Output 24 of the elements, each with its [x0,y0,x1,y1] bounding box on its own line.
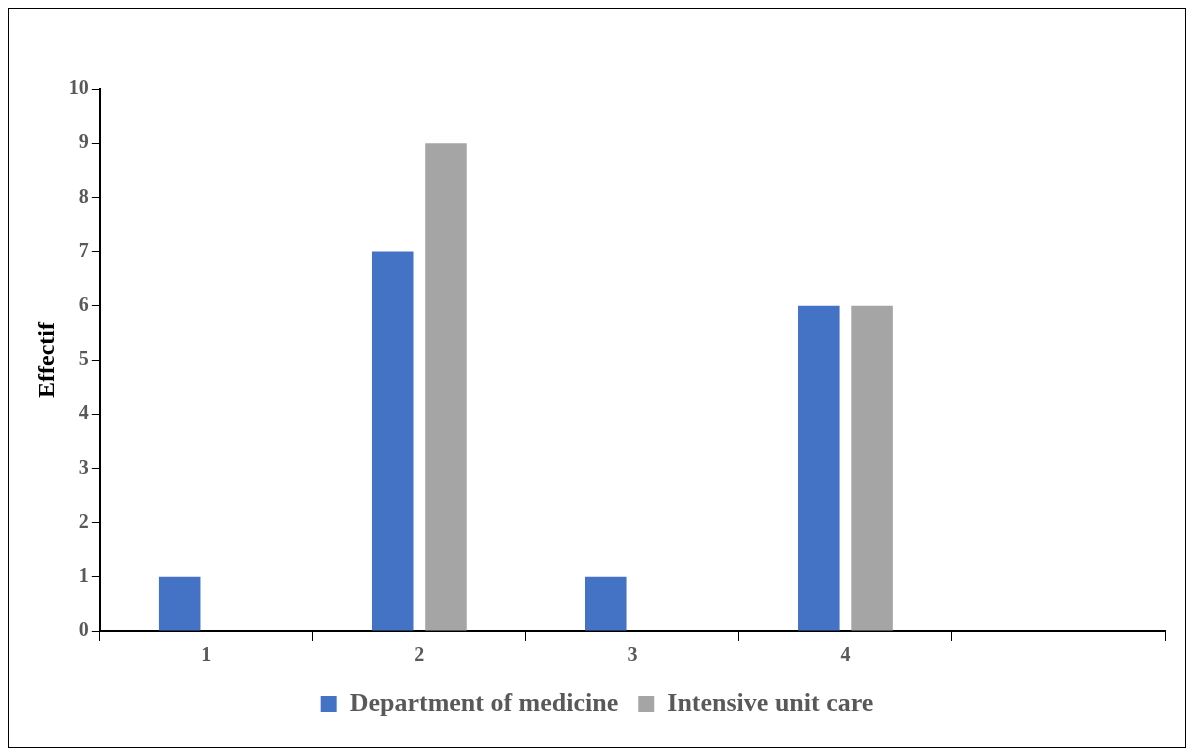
y-tick-label: 3 [78,455,89,478]
y-tick-label: 0 [78,618,89,641]
bar [371,251,414,631]
y-tick-label: 6 [78,292,89,315]
legend-label: Intensive unit care [667,687,874,717]
legend-label: Department of medicine [349,687,619,717]
bar [798,305,840,631]
x-tick-label: 1 [201,643,212,666]
bar [158,576,201,631]
y-tick-label: 5 [78,347,89,370]
x-tick-label: 4 [840,643,851,666]
bar [425,143,467,631]
y-tick-label: 8 [78,184,89,207]
y-tick-label: 4 [78,401,89,424]
y-axis-title: Effectif [32,321,59,398]
x-tick-label: 2 [414,643,425,666]
y-tick-label: 7 [78,238,89,261]
y-tick-label: 2 [78,509,89,532]
y-tick-label: 9 [78,130,89,153]
x-tick-label: 3 [627,643,638,666]
y-tick-label: 10 [68,76,89,99]
bar [851,305,893,631]
bar [585,576,627,631]
y-tick-label: 1 [78,563,89,586]
